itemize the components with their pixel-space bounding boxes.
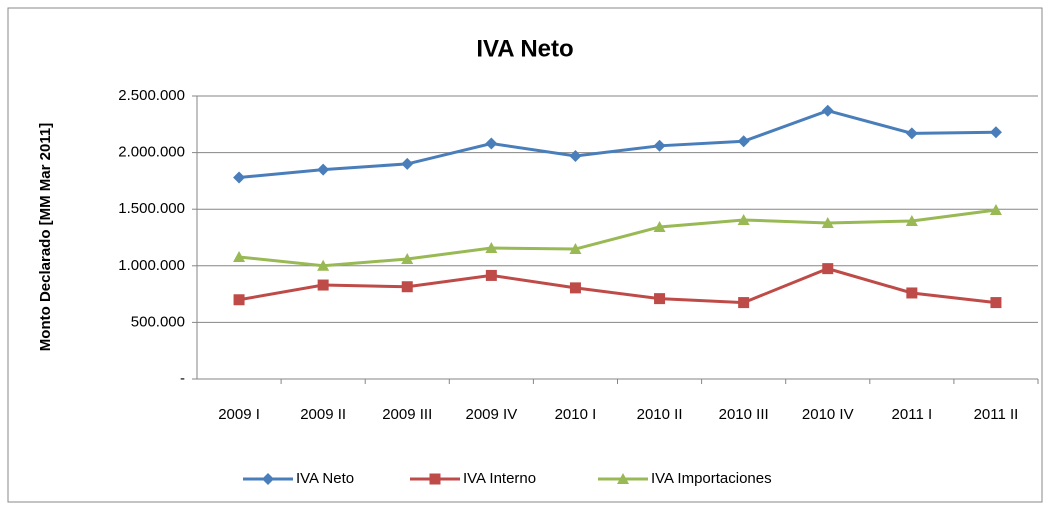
data-point (906, 287, 918, 299)
x-tick-label: 2011 II (974, 406, 1019, 423)
data-point (401, 281, 413, 293)
data-point (569, 282, 581, 294)
data-point (569, 149, 582, 162)
x-tick-label: 2011 I (892, 406, 933, 423)
data-point (738, 297, 750, 309)
x-tick-label: 2009 III (382, 406, 432, 423)
data-point (822, 263, 834, 275)
data-point (485, 242, 498, 254)
series-line (238, 267, 997, 305)
legend-label: IVA Importaciones (651, 470, 772, 487)
data-point (990, 297, 1002, 309)
chart-border (7, 7, 1043, 503)
data-point (653, 220, 666, 232)
x-tick-label: 2009 II (300, 406, 346, 423)
data-point (905, 214, 918, 226)
data-point (233, 250, 246, 262)
data-point (654, 293, 666, 305)
data-point (401, 157, 414, 170)
data-point (485, 269, 497, 281)
data-point (653, 139, 666, 152)
data-point (821, 217, 834, 229)
legend-marker (262, 473, 274, 485)
y-axis-label: Monto Declarado [MM Mar 2011] (37, 123, 54, 351)
data-point (821, 104, 834, 117)
data-point (317, 259, 330, 271)
x-tick-label: 2009 I (218, 406, 260, 423)
y-tick-label: - (180, 370, 185, 387)
series-line (238, 208, 997, 268)
data-point (233, 294, 245, 306)
x-tick-label: 2010 IV (802, 406, 854, 423)
data-point (989, 203, 1002, 215)
x-tick-label: 2010 III (719, 406, 769, 423)
y-tick-label: 500.000 (131, 313, 185, 330)
data-point (401, 253, 414, 265)
data-point (233, 171, 246, 184)
data-point (485, 137, 498, 150)
data-point (317, 163, 330, 176)
data-point (569, 243, 582, 255)
y-tick-label: 2.000.000 (118, 144, 185, 161)
chart-title: IVA Neto (476, 35, 573, 62)
y-tick-label: 1.500.000 (118, 200, 185, 217)
data-point (905, 127, 918, 140)
legend-marker (617, 473, 629, 484)
y-tick-label: 2.500.000 (118, 87, 185, 104)
series-line (238, 109, 996, 179)
legend-marker (429, 473, 441, 485)
y-tick-label: 1.000.000 (118, 257, 185, 274)
legend-label: IVA Interno (463, 470, 536, 487)
x-tick-label: 2010 I (555, 406, 597, 423)
data-point (317, 279, 329, 291)
data-point (737, 213, 750, 225)
data-point (989, 126, 1002, 139)
legend-label: IVA Neto (296, 470, 354, 487)
x-tick-label: 2010 II (637, 406, 683, 423)
data-point (737, 135, 750, 148)
x-tick-label: 2009 IV (465, 406, 517, 423)
